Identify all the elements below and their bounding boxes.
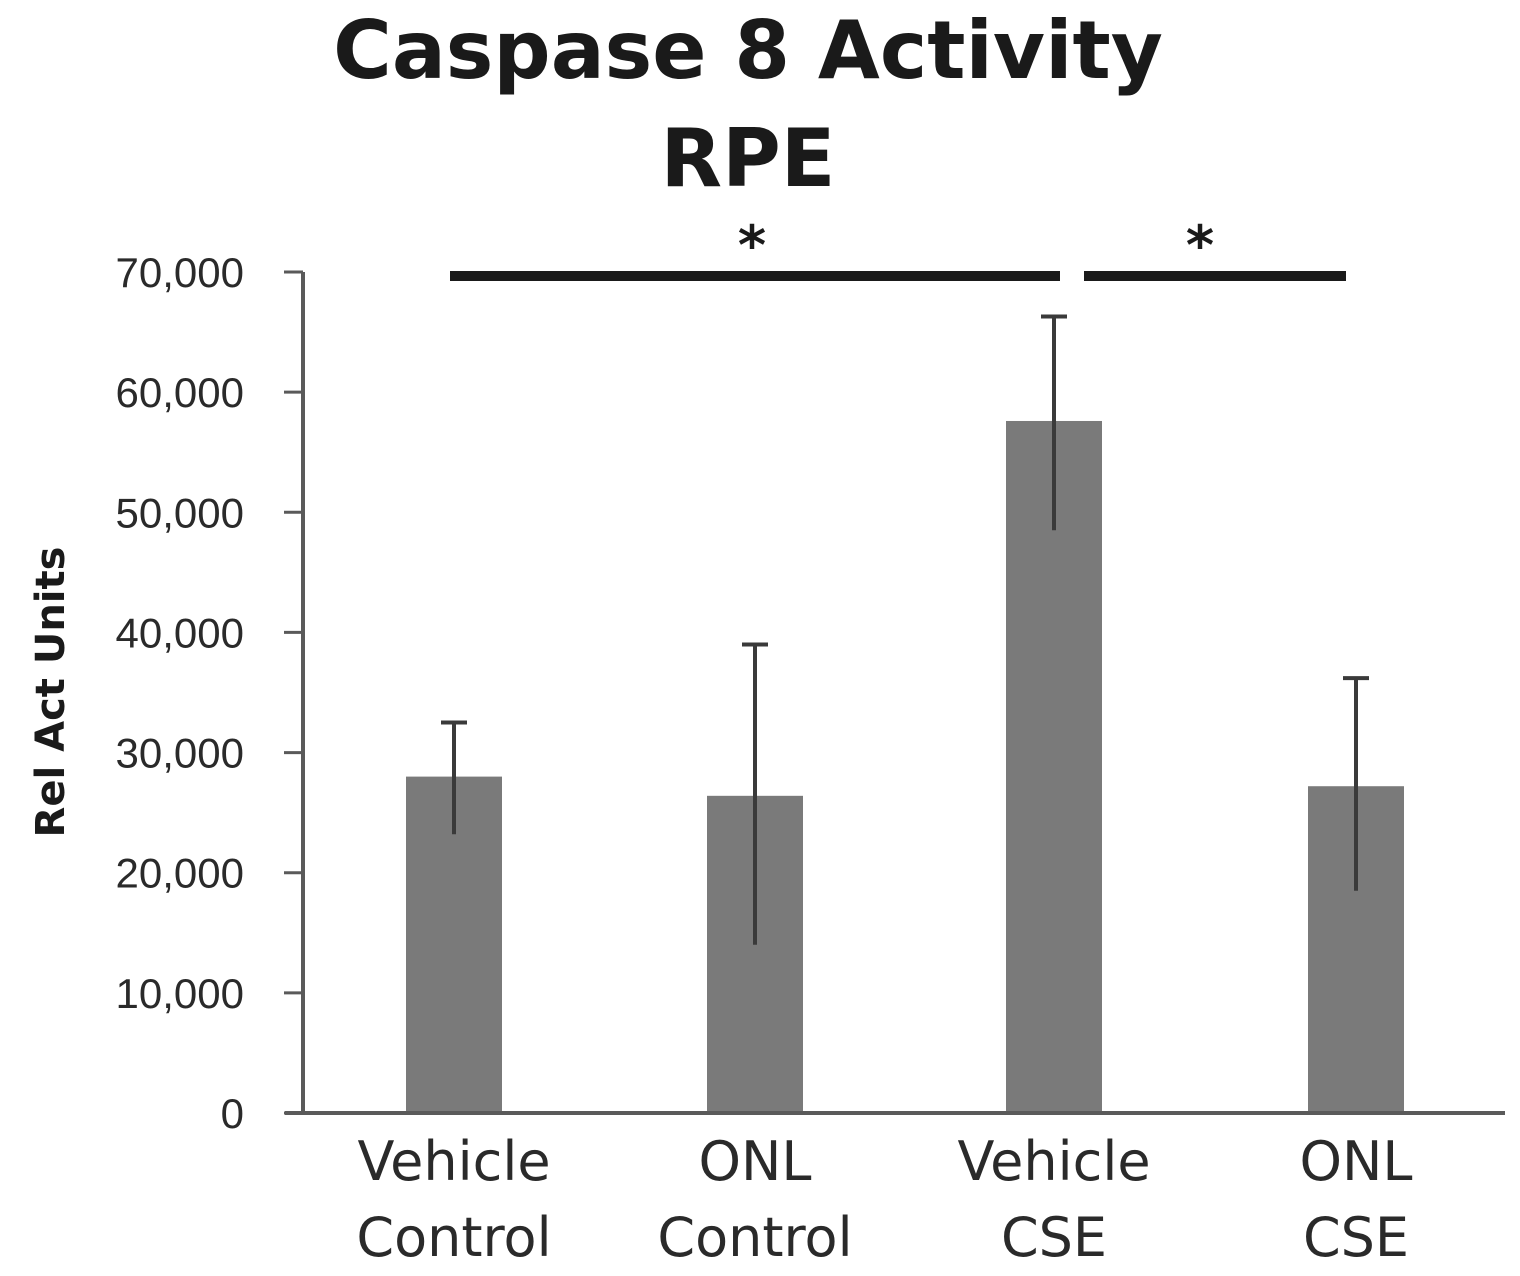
y-axis-label: Rel Act Units [28,547,74,838]
x-category-label: ONL [1300,1130,1413,1193]
x-category-label: Control [657,1206,852,1269]
y-tick-label: 40,000 [116,609,244,656]
x-axis-categories: Vehicle Control ONL Control Vehicle CSE ONL CSE [356,1130,1412,1269]
x-category-label: CSE [1303,1206,1409,1269]
y-tick-label: 50,000 [116,489,244,536]
chart-subtitle: RPE [661,112,836,205]
x-category-label: Vehicle [957,1130,1150,1193]
y-tick-label: 70,000 [116,249,244,296]
x-category-label: Control [356,1206,551,1269]
bar [1006,420,1102,1113]
significance-asterisk: * [1186,214,1214,277]
y-axis-ticks: 0 10,000 20,000 30,000 40,000 50,000 60,000 70,… [116,249,303,1137]
x-category-label: Vehicle [357,1130,550,1193]
chart-title: Caspase 8 Activity [333,4,1163,97]
error-bars [441,314,1369,945]
significance-asterisk: * [738,214,766,277]
y-tick-label: 30,000 [116,730,244,777]
y-tick-label: 60,000 [116,369,244,416]
y-tick-label: 0 [221,1090,244,1137]
y-tick-label: 20,000 [116,850,244,897]
x-category-label: CSE [1001,1206,1107,1269]
axes [285,272,1505,1115]
bars [406,420,1404,1113]
y-tick-label: 10,000 [116,970,244,1017]
significance-markers: * * [450,214,1346,281]
x-category-label: ONL [699,1130,812,1193]
